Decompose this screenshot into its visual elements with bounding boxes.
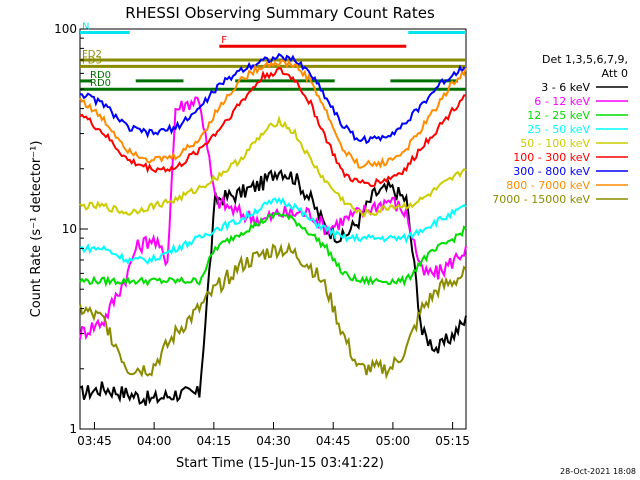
legend-label-3: 25 - 50 keV [527, 123, 590, 136]
flag-label-1: F [221, 35, 227, 46]
y-tick-label-1: 10 [62, 222, 77, 236]
legend-header-1: Det 1,3,5,6,7,9, [542, 53, 628, 66]
legend-label-4: 50 - 100 keV [520, 137, 590, 150]
flag-label-3: FD3 [82, 55, 102, 66]
legend-label-8: 7000 - 15000 keV [492, 193, 590, 206]
y-axis-label: Count Rate (s⁻¹ detector⁻¹) [29, 141, 44, 318]
x-tick-label-4: 04:45 [316, 434, 351, 448]
series-line-6 [79, 52, 467, 145]
series-line-0 [79, 168, 467, 406]
series-line-4 [79, 115, 467, 218]
series-line-7 [79, 59, 467, 170]
flag-label-5: RD0 [90, 78, 111, 89]
series-line-1 [79, 96, 467, 341]
x-tick-label-0: 03:45 [77, 434, 112, 448]
x-tick-label-5: 05:00 [376, 434, 411, 448]
x-tick-label-6: 05:15 [435, 434, 470, 448]
legend-label-1: 6 - 12 keV [534, 95, 590, 108]
series-layer [79, 52, 467, 406]
y-tick-label-2: 100 [54, 22, 77, 36]
timestamp: 28-Oct-2021 18:08 [560, 467, 636, 476]
series-line-3 [79, 196, 467, 266]
legend-label-5: 100 - 300 keV [513, 151, 590, 164]
legend-label-7: 800 - 7000 keV [506, 179, 590, 192]
series-line-5 [79, 67, 467, 188]
flag-label-0: N [82, 22, 89, 33]
series-line-2 [79, 212, 467, 288]
series-line-8 [79, 241, 467, 380]
x-tick-label-3: 04:30 [256, 434, 291, 448]
y-tick-label-0: 1 [69, 422, 77, 436]
axes-layer: 03:45 04:00 04:15 04:30 04:45 05:00 05:15 1 10 10… [54, 22, 470, 448]
x-axis-label: Start Time (15-Jun-15 03:41:22) [176, 456, 384, 471]
flag-label-4: RD0 [90, 70, 111, 81]
flag-label-2: FD2 [82, 49, 102, 60]
x-tick-label-1: 04:00 [137, 434, 172, 448]
legend-label-6: 300 - 800 keV [513, 165, 590, 178]
legend-header-2: Att 0 [602, 67, 628, 80]
chart-title: RHESSI Observing Summary Count Rates [125, 4, 435, 22]
legend-label-0: 3 - 6 keV [541, 81, 590, 94]
legend-label-2: 12 - 25 keV [527, 109, 590, 122]
x-tick-label-2: 04:15 [197, 434, 232, 448]
